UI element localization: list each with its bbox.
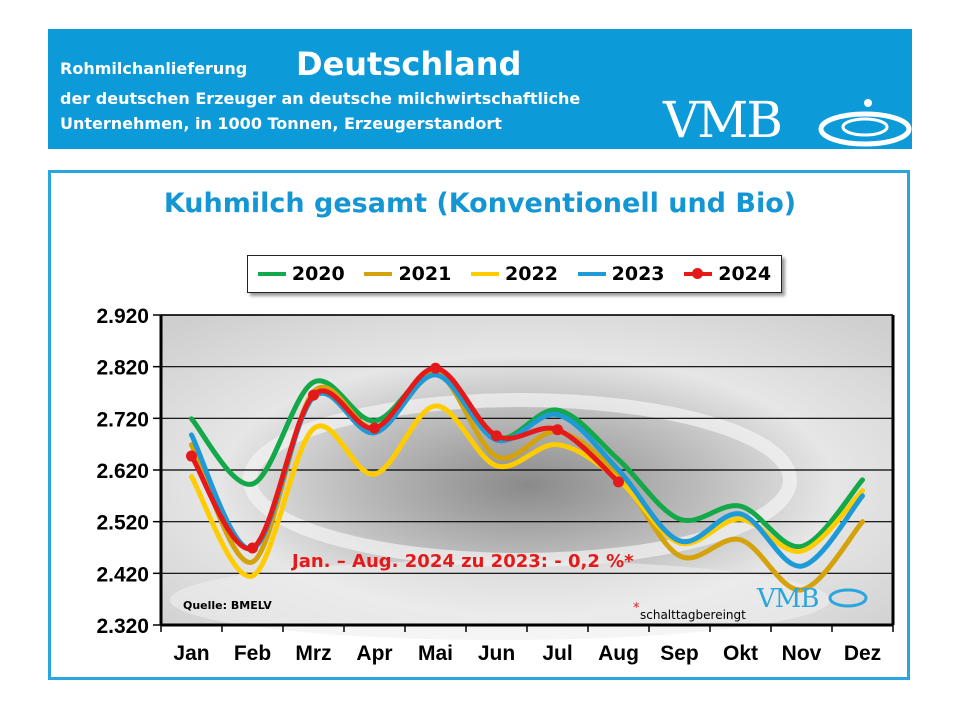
vmb-logo: VMB xyxy=(663,91,783,149)
data-point-2024 xyxy=(186,450,197,462)
x-tick-label: Jun xyxy=(478,642,515,665)
series-line-2022 xyxy=(189,403,865,579)
legend-item-2024: 2024 xyxy=(684,263,771,285)
y-tick-label: 2.420 xyxy=(96,563,149,586)
y-tick-label: 2.320 xyxy=(96,615,149,638)
vmb-watermark-swirl-icon xyxy=(828,588,868,608)
footnote-mark: * xyxy=(633,601,640,616)
legend-label: 2021 xyxy=(398,263,452,285)
annotation-text: Jan. – Aug. 2024 zu 2023: - 0,2 %* xyxy=(290,551,634,572)
x-tick-label: Mrz xyxy=(295,642,331,665)
legend-label: 2020 xyxy=(291,263,345,285)
legend-swatch xyxy=(577,272,606,276)
data-point-2024 xyxy=(308,389,319,401)
y-tick-label: 2.720 xyxy=(96,408,149,431)
data-point-2024 xyxy=(430,362,441,374)
legend-item-2021: 2021 xyxy=(364,263,451,285)
milk-splash-highlight xyxy=(170,560,830,640)
chart-title: Kuhmilch gesamt (Konventionell und Bio) xyxy=(163,188,797,219)
y-tick-label: 2.620 xyxy=(96,460,149,483)
legend-label: 2022 xyxy=(505,263,558,285)
legend-swatch xyxy=(471,272,500,276)
y-tick-label: 2.820 xyxy=(96,357,149,380)
data-point-2024 xyxy=(247,542,258,554)
x-tick-label: Mai xyxy=(418,642,453,665)
data-point-2024 xyxy=(552,424,563,436)
x-tick-label: Aug xyxy=(598,642,639,665)
milk-splash-highlight xyxy=(243,393,797,567)
vmb-watermark-logo: VMB xyxy=(756,584,819,614)
legend-swatch xyxy=(257,272,286,276)
footnote-text: schalttagbereingt xyxy=(640,608,746,622)
y-tick-label: 2.920 xyxy=(96,305,149,328)
x-tick-label: Dez xyxy=(844,642,881,665)
legend-swatch xyxy=(364,272,393,276)
legend-item-2022: 2022 xyxy=(471,263,558,285)
x-tick-label: Jan xyxy=(173,642,209,665)
legend-item-2020: 2020 xyxy=(257,263,345,285)
header-line1: Rohmilchanlieferung xyxy=(60,59,248,78)
data-point-2024 xyxy=(369,422,380,434)
header-line2: der deutschen Erzeuger an deutsche milch… xyxy=(60,89,581,108)
legend-item-2023: 2023 xyxy=(577,263,665,285)
data-point-2024 xyxy=(491,430,502,442)
header-country: Deutschland xyxy=(296,45,522,83)
data-point-2024 xyxy=(613,476,624,488)
x-tick-label: Nov xyxy=(782,642,822,665)
legend-swatch xyxy=(684,268,713,279)
x-tick-label: Feb xyxy=(234,642,271,665)
y-tick-label: 2.520 xyxy=(96,512,149,535)
x-tick-label: Sep xyxy=(660,642,699,665)
header-banner: Rohmilchanlieferung Deutschland der deut… xyxy=(48,29,912,149)
legend: 2020 2021 2022 2023 2024 xyxy=(247,255,782,293)
source-label: Quelle: BMELV xyxy=(183,599,272,612)
vmb-swirl-icon xyxy=(818,99,912,147)
x-tick-label: Apr xyxy=(356,642,392,665)
x-tick-label: Jul xyxy=(542,642,572,665)
legend-label: 2024 xyxy=(718,263,772,285)
legend-label: 2023 xyxy=(611,263,665,285)
header-line3: Unternehmen, in 1000 Tonnen, Erzeugersta… xyxy=(60,114,502,133)
x-tick-label: Okt xyxy=(723,642,758,665)
